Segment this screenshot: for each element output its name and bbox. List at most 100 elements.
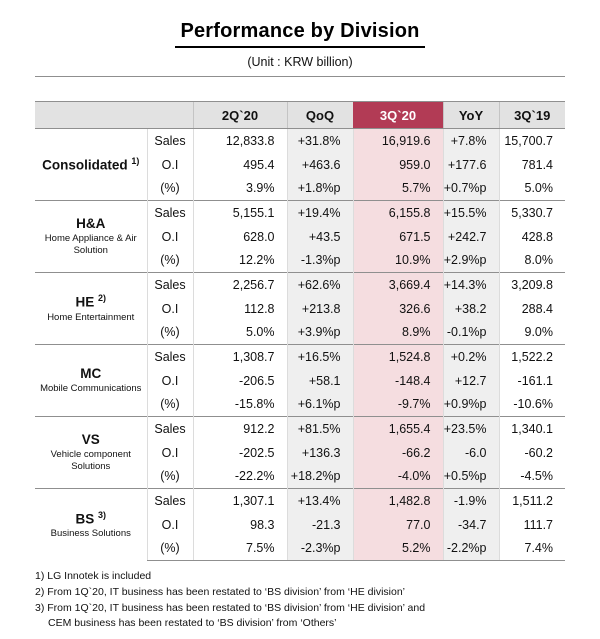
value-cell: 77.0 xyxy=(352,512,443,537)
metric-label: (%) xyxy=(146,536,193,561)
value-cell: 3.9% xyxy=(192,176,287,201)
table-row: Consolidated 1) Sales 12,833.8 +31.8% 16,919… xyxy=(35,128,565,201)
value-cell: +43.5 xyxy=(286,224,353,249)
value-cell: 671.5 xyxy=(352,224,443,249)
division-cell: BS 3) Business Solutions xyxy=(35,488,147,561)
value-cell: 12.2% xyxy=(192,248,287,273)
division-name: Consolidated 1) xyxy=(42,156,140,173)
value-cell: +0.9%p xyxy=(442,392,499,417)
page-title: Performance by Division xyxy=(175,20,425,48)
metric-label: O.I xyxy=(146,440,193,465)
value-cell: -2.2%p xyxy=(442,536,499,561)
division-subtitle: Mobile Communications xyxy=(40,383,142,395)
value-cell: -22.2% xyxy=(192,464,287,489)
value-cell: 5,155.1 xyxy=(192,200,287,225)
value-cell: +15.5% xyxy=(442,200,499,225)
value-cell: -21.3 xyxy=(286,512,353,537)
value-cell: 288.4 xyxy=(498,296,565,321)
value-cell: +13.4% xyxy=(286,488,353,513)
value-cell: 16,919.6 xyxy=(352,128,443,153)
table-row: H&A Home Appliance & Air Solution Sales 5,1… xyxy=(35,200,565,273)
division-subtitle: Home Entertainment xyxy=(47,311,135,323)
footnotes: 1) LG Innotek is included 2) From 1Q`20, … xyxy=(35,569,565,632)
value-cell: 3,209.8 xyxy=(498,272,565,297)
value-cell: 111.7 xyxy=(498,512,565,537)
value-cell: 781.4 xyxy=(498,152,565,177)
table-header-row: 2Q`20 QoQ 3Q`20 YoY 3Q`19 xyxy=(35,101,565,129)
value-cell: +0.5%p xyxy=(442,464,499,489)
value-cell: 1,340.1 xyxy=(498,416,565,441)
footnote-marker: 2) xyxy=(98,293,107,304)
value-cell: 959.0 xyxy=(352,152,443,177)
table-row: O.I -206.5 +58.1 -148.4 +12.7 -161.1 xyxy=(35,368,565,393)
value-cell: 428.8 xyxy=(498,224,565,249)
metric-label: Sales xyxy=(146,344,193,369)
value-cell: +3.9%p xyxy=(286,320,353,345)
column-header-3: 3Q`20 xyxy=(352,101,443,129)
table-row: VS Vehicle component Solutions Sales 912.2 +… xyxy=(35,416,565,489)
table-row: (%) -15.8% +6.1%p -9.7% +0.9%p -10.6% xyxy=(35,392,565,417)
value-cell: -4.0% xyxy=(352,464,443,489)
value-cell: +213.8 xyxy=(286,296,353,321)
footnote-marker: 3) xyxy=(98,509,107,520)
value-cell: +81.5% xyxy=(286,416,353,441)
metric-label: (%) xyxy=(146,392,193,417)
value-cell: +136.3 xyxy=(286,440,353,465)
value-cell: -161.1 xyxy=(498,368,565,393)
footnote-line: 1) LG Innotek is included xyxy=(35,570,152,582)
value-cell: +23.5% xyxy=(442,416,499,441)
division-cell: MC Mobile Communications xyxy=(35,344,147,417)
table-row: MC Mobile Communications Sales 1,308.7 +16.5… xyxy=(35,344,565,417)
value-cell: 7.4% xyxy=(498,536,565,561)
metric-label: O.I xyxy=(146,368,193,393)
value-cell: 3,669.4 xyxy=(352,272,443,297)
value-cell: -15.8% xyxy=(192,392,287,417)
value-cell: 5.0% xyxy=(192,320,287,345)
metric-label: (%) xyxy=(146,464,193,489)
metric-label: O.I xyxy=(146,224,193,249)
value-cell: 495.4 xyxy=(192,152,287,177)
footnote-marker: 1) xyxy=(131,156,140,167)
division-cell: VS Vehicle component Solutions xyxy=(35,416,147,489)
value-cell: 112.8 xyxy=(192,296,287,321)
table-row: (%) 3.9% +1.8%p 5.7% +0.7%p 5.0% xyxy=(35,176,565,201)
value-cell: 1,482.8 xyxy=(352,488,443,513)
table-row: O.I 628.0 +43.5 671.5 +242.7 428.8 xyxy=(35,224,565,249)
column-header-4: YoY xyxy=(442,101,499,129)
value-cell: +38.2 xyxy=(442,296,499,321)
division-name: VS xyxy=(81,432,100,448)
metric-label: (%) xyxy=(146,176,193,201)
metric-label: Sales xyxy=(146,128,193,153)
value-cell: +16.5% xyxy=(286,344,353,369)
value-cell: -60.2 xyxy=(498,440,565,465)
value-cell: +19.4% xyxy=(286,200,353,225)
metric-label: (%) xyxy=(146,248,193,273)
column-header-2: QoQ xyxy=(286,101,353,129)
value-cell: 1,307.1 xyxy=(192,488,287,513)
value-cell: 10.9% xyxy=(352,248,443,273)
table-row: BS 3) Business Solutions Sales 1,307.1 +13.4… xyxy=(35,488,565,561)
value-cell: +62.6% xyxy=(286,272,353,297)
value-cell: +14.3% xyxy=(442,272,499,297)
value-cell: +18.2%p xyxy=(286,464,353,489)
value-cell: 7.5% xyxy=(192,536,287,561)
metric-label: O.I xyxy=(146,512,193,537)
value-cell: -202.5 xyxy=(192,440,287,465)
division-subtitle: Vehicle component Solutions xyxy=(50,449,131,472)
value-cell: +12.7 xyxy=(442,368,499,393)
value-cell: +6.1%p xyxy=(286,392,353,417)
value-cell: -6.0 xyxy=(442,440,499,465)
value-cell: 1,524.8 xyxy=(352,344,443,369)
table-row: (%) -22.2% +18.2%p -4.0% +0.5%p -4.5% xyxy=(35,464,565,489)
value-cell: 8.0% xyxy=(498,248,565,273)
metric-label: O.I xyxy=(146,296,193,321)
value-cell: 326.6 xyxy=(352,296,443,321)
value-cell: +0.7%p xyxy=(442,176,499,201)
column-header-1: 2Q`20 xyxy=(192,101,287,129)
value-cell: 5.7% xyxy=(352,176,443,201)
table-row: O.I 112.8 +213.8 326.6 +38.2 288.4 xyxy=(35,296,565,321)
value-cell: +0.2% xyxy=(442,344,499,369)
value-cell: -1.3%p xyxy=(286,248,353,273)
value-cell: +463.6 xyxy=(286,152,353,177)
